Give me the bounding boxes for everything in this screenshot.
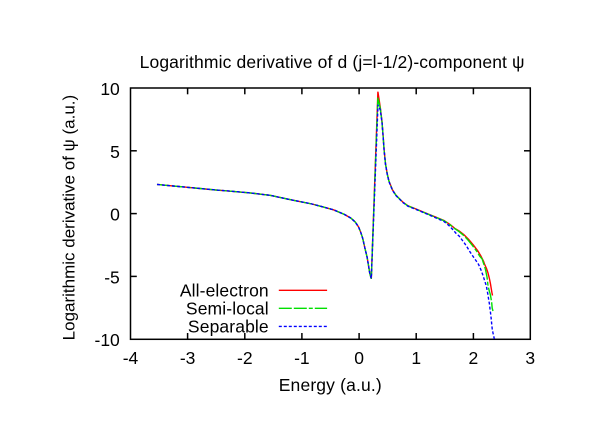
svg-text:-2: -2	[237, 348, 253, 368]
svg-text:Semi-local: Semi-local	[186, 298, 269, 318]
svg-text:0: 0	[110, 205, 120, 225]
svg-text:5: 5	[110, 142, 120, 162]
svg-text:Separable: Separable	[188, 316, 269, 336]
svg-text:-4: -4	[123, 348, 139, 368]
svg-text:0: 0	[354, 348, 364, 368]
svg-text:-3: -3	[180, 348, 196, 368]
svg-text:2: 2	[469, 348, 479, 368]
svg-text:10: 10	[100, 79, 120, 99]
svg-text:Energy (a.u.): Energy (a.u.)	[279, 375, 382, 395]
svg-text:Logarithmic derivative of d (j: Logarithmic derivative of d (j=l-1/2)-co…	[140, 52, 525, 72]
svg-text:Logarithmic derivative of ψ (a: Logarithmic derivative of ψ (a.u.)	[59, 95, 78, 340]
svg-text:1: 1	[411, 348, 421, 368]
svg-text:-10: -10	[95, 330, 121, 350]
svg-text:-5: -5	[104, 267, 120, 287]
svg-text:-1: -1	[294, 348, 310, 368]
svg-text:3: 3	[525, 348, 535, 368]
svg-text:All-electron: All-electron	[180, 280, 269, 300]
